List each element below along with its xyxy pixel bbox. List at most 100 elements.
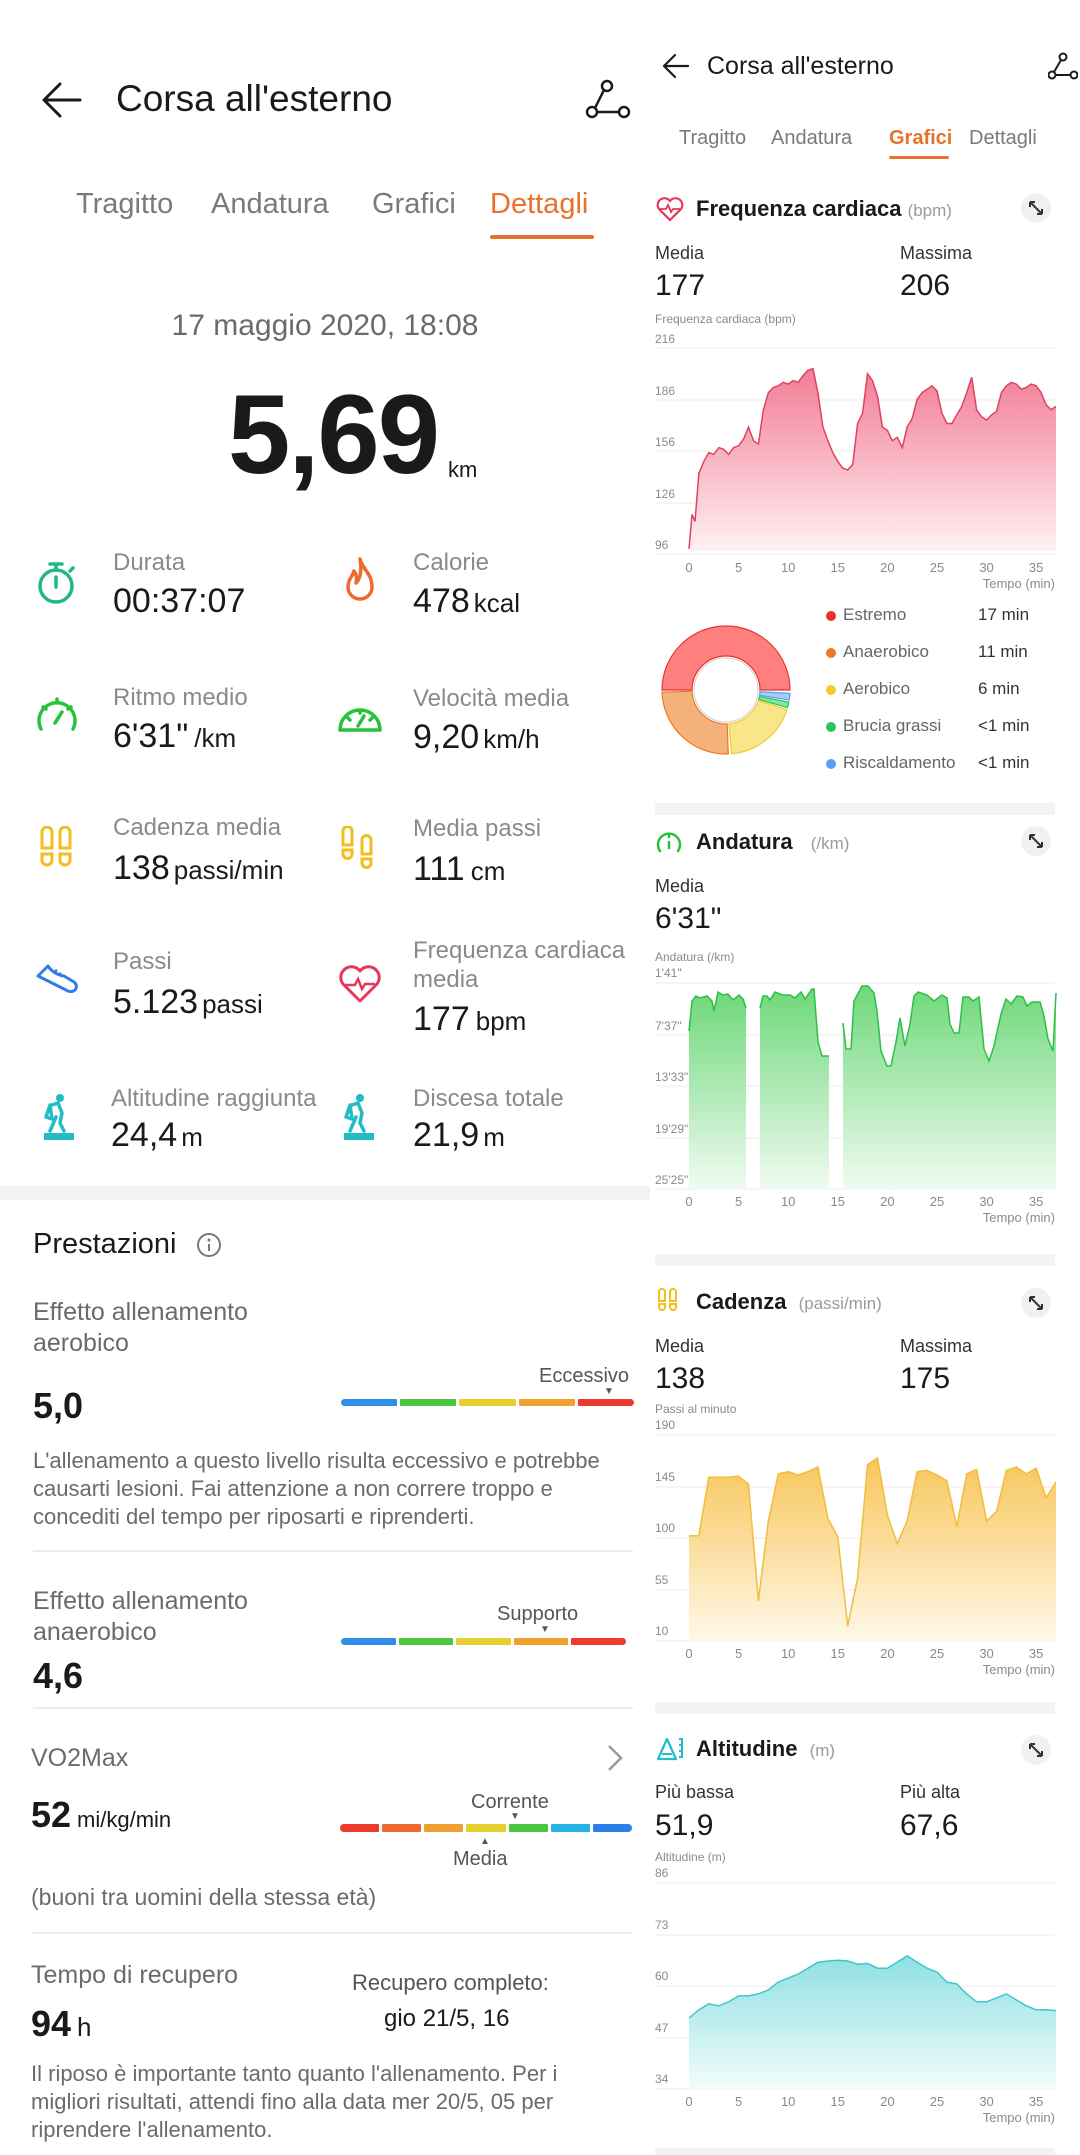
stat-media-passi: 111 cm xyxy=(413,850,506,888)
route-share-icon xyxy=(1047,52,1079,80)
donut-segment xyxy=(758,691,791,701)
vo2max-current-label: Corrente xyxy=(471,1791,549,1813)
page-title: Corsa all'esterno xyxy=(116,78,393,119)
distance-value: 5,69 xyxy=(228,372,440,497)
legend-dot-icon xyxy=(826,685,836,695)
stat-cadenza: 138 passi/min xyxy=(113,849,284,887)
section-divider xyxy=(655,803,1055,815)
vo2max-value: 52 mi/kg/min xyxy=(31,1794,172,1835)
cadence-chart: 190 145 100 55 10 0 5 10 15 20 25 30 35 Tempo (… xyxy=(655,1418,1057,1677)
tab-andatura[interactable]: Andatura xyxy=(211,188,329,220)
section-divider xyxy=(655,1254,1055,1266)
metric-label: Massima xyxy=(900,243,973,263)
share-route-button[interactable] xyxy=(1047,52,1079,85)
expand-button[interactable] xyxy=(1021,826,1051,856)
section-divider xyxy=(0,1186,650,1200)
expand-icon xyxy=(1029,1296,1043,1310)
info-button[interactable] xyxy=(196,1232,222,1263)
pace-chart: 1'41" 7'37" 13'33" 19'29" 25'25" 0 5 10 15 2… xyxy=(655,966,1057,1225)
section-divider xyxy=(655,2148,1055,2155)
heart-max: 206 xyxy=(900,269,951,302)
heart-rate-icon xyxy=(337,963,383,1010)
speedometer-icon xyxy=(336,696,384,741)
divider xyxy=(33,1550,633,1552)
divider xyxy=(33,1707,633,1709)
vo2max-label: VO2Max xyxy=(31,1744,129,1772)
recovery-complete-label: Recupero completo: xyxy=(352,1970,549,1995)
metric-label: Media xyxy=(655,1336,705,1356)
cadence-average: 138 xyxy=(655,1362,706,1395)
stat-label: Ritmo medio xyxy=(113,684,248,711)
expand-icon xyxy=(1029,201,1043,215)
cadence-card-title: Cadenza (passi/min) xyxy=(696,1289,882,1314)
altitude-highest: 67,6 xyxy=(900,1809,959,1842)
workout-date: 17 maggio 2020, 18:08 xyxy=(171,309,479,342)
heart-rate-chart: 216 186 156 126 96 0 5 10 15 20 25 30 35 Tempo … xyxy=(655,332,1057,591)
axis-title: Passi al minuto xyxy=(655,1402,737,1416)
aerobic-label: Effetto allenamento aerobico xyxy=(33,1298,248,1357)
active-tab-indicator xyxy=(889,156,949,159)
legend-dot-icon xyxy=(826,611,836,621)
distance: 5,69 km xyxy=(228,370,477,499)
marker-down-icon: ▼ xyxy=(540,1624,550,1635)
stat-label: Altitudine raggiunta xyxy=(111,1085,317,1112)
arrow-left-icon xyxy=(42,82,82,118)
heart-rate-icon xyxy=(655,196,685,227)
legend-dot-icon xyxy=(826,759,836,769)
tab-tragitto[interactable]: Tragitto xyxy=(76,188,174,220)
pace-average: 6'31" xyxy=(655,902,722,935)
expand-button[interactable] xyxy=(1021,193,1051,223)
stat-label: Velocità media xyxy=(413,685,570,712)
hiker-up-icon xyxy=(42,1093,76,1146)
donut-segment xyxy=(661,625,791,691)
marker-down-icon: ▼ xyxy=(604,1386,614,1397)
divider xyxy=(31,1932,631,1934)
heart-zone-donut xyxy=(661,625,791,760)
stat-ritmo: 6'31"/km xyxy=(113,717,237,755)
tab-tragitto[interactable]: Tragitto xyxy=(679,127,747,149)
footprints-icon xyxy=(657,1288,681,1317)
stat-discesa: 21,9 m xyxy=(413,1116,505,1154)
recovery-label: Tempo di recupero xyxy=(31,1961,239,1989)
pace-card-title: Andatura (/km) xyxy=(696,829,850,854)
donut-segment xyxy=(728,699,788,755)
stat-frequenza: 177 bpm xyxy=(413,1000,527,1038)
tab-dettagli[interactable]: Dettagli xyxy=(490,188,589,220)
back-button[interactable] xyxy=(40,80,84,120)
distance-unit: km xyxy=(447,457,478,482)
metric-label: Più bassa xyxy=(655,1782,735,1802)
tab-dettagli[interactable]: Dettagli xyxy=(969,127,1037,149)
heart-average: 177 xyxy=(655,269,706,302)
back-button[interactable] xyxy=(661,52,691,85)
altitude-chart: 86 73 60 47 34 0 5 10 15 20 25 30 35 Tempo (min… xyxy=(655,1866,1057,2125)
donut-segment xyxy=(757,695,790,709)
stat-label: Passi xyxy=(113,948,172,975)
anaerobic-value: 4,6 xyxy=(33,1655,84,1696)
aerobic-value: 5,0 xyxy=(33,1385,84,1426)
charts-screen: Corsa all'esterno Tragitto Andatura Graf… xyxy=(655,0,1080,2155)
expand-button[interactable] xyxy=(1021,1288,1051,1318)
chevron-right-icon[interactable] xyxy=(606,1743,624,1778)
recovery-complete-value: gio 21/5, 16 xyxy=(384,2005,510,2032)
footsteps-icon xyxy=(340,825,380,879)
flame-icon xyxy=(338,555,382,612)
marker-down-icon: ▼ xyxy=(510,1811,520,1822)
mountain-icon xyxy=(655,1735,685,1766)
stat-durata: 00:37:07 xyxy=(113,582,246,620)
aerobic-scale xyxy=(341,1399,635,1406)
share-route-button[interactable] xyxy=(585,78,631,125)
info-icon xyxy=(197,1233,221,1257)
expand-icon xyxy=(1029,1743,1043,1757)
donut-segment xyxy=(661,690,729,755)
tab-andatura[interactable]: Andatura xyxy=(771,127,853,149)
expand-button[interactable] xyxy=(1021,1735,1051,1765)
stat-passi: 5.123 passi xyxy=(113,983,263,1021)
tab-grafici[interactable]: Grafici xyxy=(372,188,456,220)
section-divider xyxy=(655,1702,1055,1714)
tab-grafici[interactable]: Grafici xyxy=(889,127,953,149)
speedometer-icon xyxy=(34,693,80,738)
anaerobic-marker-label: Supporto xyxy=(497,1603,579,1625)
aerobic-description: L'allenamento a questo livello risulta e… xyxy=(33,1448,600,1529)
stat-label: Calorie xyxy=(413,549,490,576)
metric-label: Più alta xyxy=(900,1782,961,1802)
